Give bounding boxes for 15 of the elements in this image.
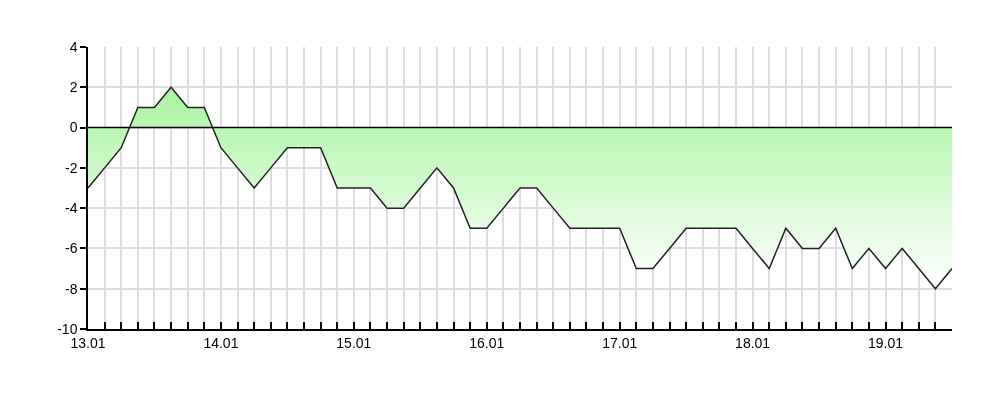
x-tick-label: 16.01 xyxy=(469,334,505,351)
y-tick-label: -2 xyxy=(65,159,78,176)
x-tick-label: 19.01 xyxy=(868,334,904,351)
y-tick-label: -8 xyxy=(65,280,78,297)
y-tick-label: 0 xyxy=(69,119,78,136)
x-tick-label: 17.01 xyxy=(602,334,638,351)
y-tick-label: 2 xyxy=(69,79,78,96)
x-tick-label: 18.01 xyxy=(735,334,771,351)
x-tick-label: 14.01 xyxy=(203,334,239,351)
y-tick-label: -4 xyxy=(65,200,78,217)
y-tick-label: 4 xyxy=(69,38,78,55)
x-tick-label: 13.01 xyxy=(70,334,106,351)
x-tick-label: 15.01 xyxy=(336,334,372,351)
y-tick-label: -10 xyxy=(57,320,78,337)
y-tick-label: -6 xyxy=(65,240,78,257)
